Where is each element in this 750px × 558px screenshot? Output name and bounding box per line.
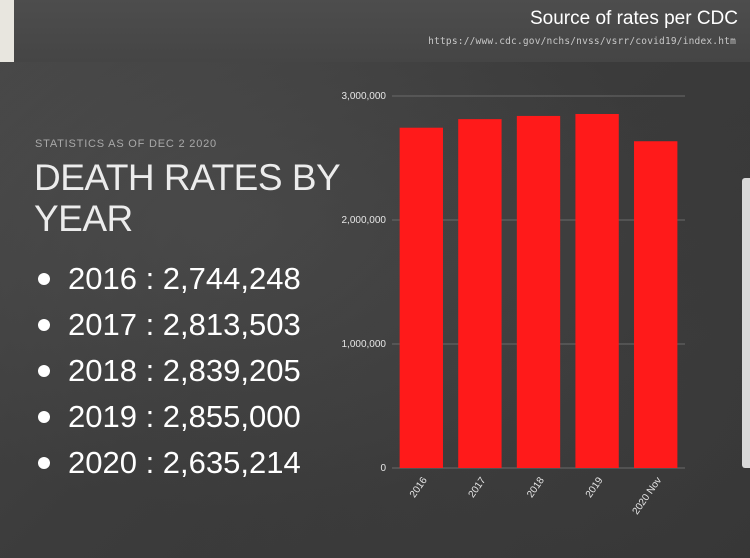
source-url[interactable]: https://www.cdc.gov/nchs/nvss/vsrr/covid… [428,36,736,47]
year-stat-text: 2020 : 2,635,214 [68,445,301,480]
year-stat-item: 2019 : 2,855,000 [36,395,301,441]
x-category-label: 2016 [408,475,430,500]
bar-2016 [399,127,443,468]
year-stats-list: 2016 : 2,744,248 2017 : 2,813,503 2018 : 2… [36,257,301,487]
bullet-icon [38,273,50,285]
y-tick-label: 0 [380,463,386,474]
scrollbar-thumb[interactable] [742,178,750,468]
year-stat-text: 2018 : 2,839,205 [68,353,301,388]
x-category-label: 2017 [467,475,489,500]
y-tick-label: 3,000,000 [342,91,387,102]
bullet-icon [38,457,50,469]
bar-2017 [458,119,502,469]
bar-2018 [516,115,561,468]
year-stat-text: 2017 : 2,813,503 [68,307,301,342]
page-title: DEATH RATES BY YEAR [34,157,340,239]
bullet-icon [38,411,50,423]
bullet-icon [38,319,50,331]
y-tick-label: 2,000,000 [342,215,387,226]
bar-2019 [575,113,619,469]
x-category-label: 2018 [525,475,547,500]
bar-2020-nov [634,141,678,468]
bullet-icon [38,365,50,377]
year-stat-item: 2017 : 2,813,503 [36,303,301,349]
x-category-label: 2020 Nov [631,475,665,516]
header-band [14,0,750,62]
year-stat-item: 2016 : 2,744,248 [36,257,301,303]
year-stat-item: 2020 : 2,635,214 [36,441,301,487]
year-stat-item: 2018 : 2,839,205 [36,349,301,395]
year-stat-text: 2019 : 2,855,000 [68,399,301,434]
y-tick-label: 1,000,000 [342,339,387,350]
source-title: Source of rates per CDC [529,8,738,29]
bar-chart: 0 1,000,000 2,000,000 3,000,000 2016 2017 2018… [342,91,685,517]
stats-date-note: STATISTICS AS OF DEC 2 2020 [35,138,217,150]
year-stat-text: 2016 : 2,744,248 [68,261,301,296]
x-category-label: 2019 [584,475,606,500]
left-edge-strip [0,0,14,62]
